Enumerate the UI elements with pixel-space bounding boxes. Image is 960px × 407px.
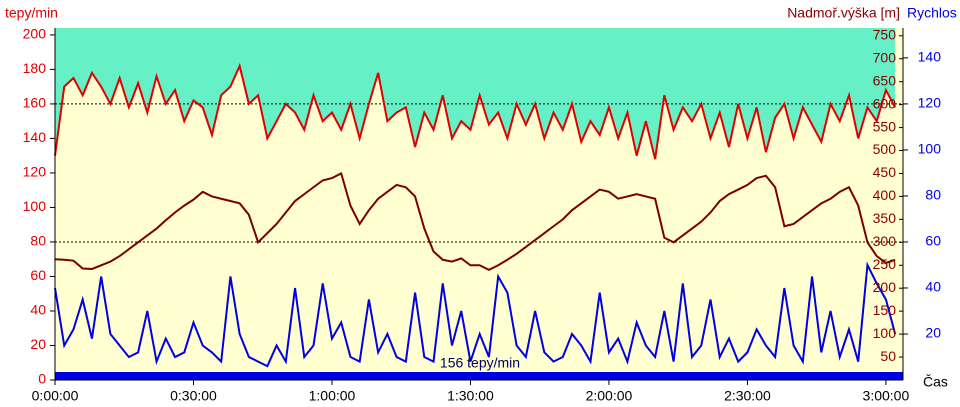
y2-tick-label: 350 [873, 210, 897, 226]
y2-tick-label: 600 [873, 95, 897, 111]
y-tick-label: 120 [23, 164, 47, 180]
y2-tick-label: 550 [873, 118, 897, 134]
y-tick-label: 60 [30, 267, 46, 283]
y2-tick-label: 200 [873, 279, 897, 295]
layer [54, 28, 903, 368]
x-tick-label: 0:30:00 [170, 388, 217, 404]
y3-tick-label: 80 [925, 187, 941, 203]
series-line [54, 261, 897, 368]
y-tick-label: 160 [23, 95, 47, 111]
y3-tick-label: 120 [918, 95, 942, 111]
x-axis-label: Čas [923, 374, 948, 390]
y-tick-label: 20 [30, 336, 46, 352]
y3-axis-label: Rychlos [907, 5, 957, 21]
y-tick-label: 200 [23, 26, 47, 42]
x-tick-label: 1:30:00 [447, 388, 494, 404]
y3-tick-label: 60 [925, 233, 941, 249]
x-tick-label: 2:30:00 [724, 388, 771, 404]
y-tick-label: 140 [23, 129, 47, 145]
average-band [55, 372, 903, 380]
y3-tick-label: 100 [918, 141, 942, 157]
y2-tick-label: 750 [873, 27, 897, 43]
y2-tick-label: 50 [880, 348, 896, 364]
x-tick-label: 0:00:00 [32, 388, 79, 404]
series-line [54, 172, 896, 271]
y-tick-label: 180 [23, 60, 47, 76]
y-tick-label: 40 [30, 302, 46, 318]
y3-tick-label: 20 [925, 325, 941, 341]
y2-tick-label: 150 [873, 302, 897, 318]
y2-axis-label: Nadmoř.výška [m] [787, 5, 900, 21]
y2-tick-label: 250 [873, 256, 897, 272]
x-tick-label: 3:00:00 [863, 388, 910, 404]
y2-tick-label: 450 [873, 164, 897, 180]
y2-tick-label: 100 [873, 325, 897, 341]
y-axis-label: tepy/min [5, 5, 58, 21]
x-tick-label: 2:00:00 [586, 388, 633, 404]
y-tick-label: 100 [23, 198, 47, 214]
y2-tick-label: 300 [873, 233, 897, 249]
x-tick-label: 1:00:00 [309, 388, 356, 404]
y3-tick-label: 40 [925, 279, 941, 295]
y2-tick-label: 500 [873, 141, 897, 157]
y2-tick-label: 400 [873, 187, 897, 203]
y2-tick-label: 650 [873, 72, 897, 88]
y2-tick-label: 700 [873, 49, 897, 65]
annotation: 156 tepy/min [440, 355, 520, 371]
y-tick-label: 0 [38, 371, 46, 387]
y-tick-label: 80 [30, 233, 46, 249]
y3-tick-label: 140 [918, 49, 942, 65]
series-line [54, 62, 897, 160]
